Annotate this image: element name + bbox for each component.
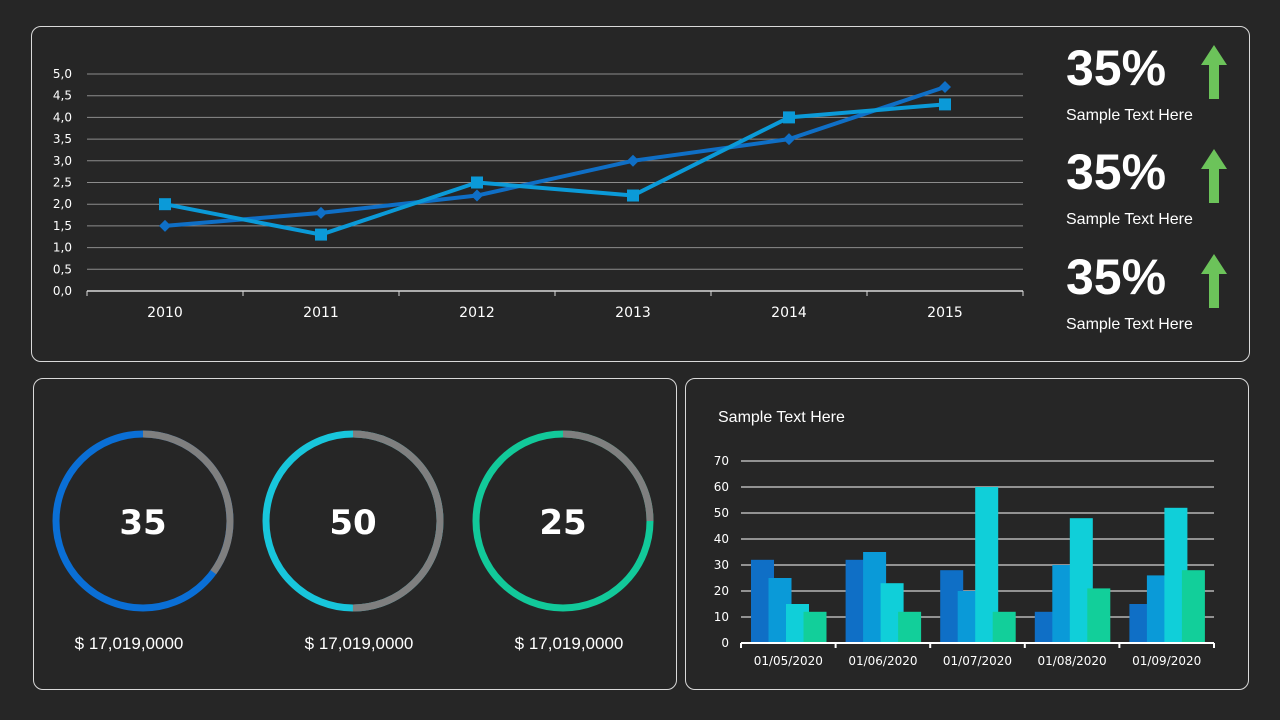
x-tick-label: 2013 <box>615 305 651 321</box>
y-tick-label: 0,5 <box>53 262 72 276</box>
donut-progress <box>52 430 234 612</box>
y-tick-label: 1,5 <box>53 219 72 233</box>
y-tick-label: 5,0 <box>53 67 72 81</box>
donut-progress <box>472 430 654 612</box>
y-tick-label: 3,5 <box>53 132 72 146</box>
bar <box>1069 518 1093 643</box>
line-chart-panel <box>31 26 1250 362</box>
kpi-1: 35% Sample Text Here <box>1066 43 1246 125</box>
y-tick-label: 4,0 <box>53 110 72 124</box>
data-point <box>939 98 951 111</box>
y-tick-label: 2,5 <box>53 176 72 190</box>
kpi-3: 35% Sample Text Here <box>1066 252 1246 334</box>
donut-amount: $ 17,019,0000 <box>304 634 414 653</box>
donut-value: 50 <box>329 503 376 543</box>
bar <box>786 604 809 643</box>
bar <box>898 611 922 643</box>
data-point <box>939 81 951 94</box>
kpi-value: 35% <box>1066 144 1167 200</box>
arrow-up-icon <box>1201 45 1227 99</box>
data-point <box>315 228 327 241</box>
kpi-label: Sample Text Here <box>1066 107 1193 124</box>
y-tick-label: 30 <box>714 558 729 572</box>
bar-chart-title: Sample Text Here <box>718 409 845 426</box>
data-point <box>471 176 483 189</box>
series-line <box>164 102 946 237</box>
y-tick-label: 60 <box>714 480 729 494</box>
donut-progress <box>262 430 444 612</box>
y-tick-label: 0,0 <box>53 284 72 298</box>
kpi-2: 35% Sample Text Here <box>1066 147 1246 229</box>
y-tick-label: 20 <box>714 584 729 598</box>
data-point <box>627 189 639 202</box>
x-tick-label: 01/08/2020 <box>1038 654 1107 668</box>
bar <box>1164 507 1188 643</box>
bar <box>975 487 999 643</box>
bar <box>957 591 981 643</box>
bar <box>845 559 869 643</box>
x-tick-label: 2014 <box>771 305 807 321</box>
bar <box>880 583 904 643</box>
x-tick-label: 2011 <box>303 305 339 321</box>
x-tick-label: 2012 <box>459 305 495 321</box>
bar <box>863 552 887 643</box>
donut-value: 25 <box>539 503 586 543</box>
y-tick-label: 70 <box>714 454 729 468</box>
kpi-label: Sample Text Here <box>1066 316 1193 333</box>
donut-amount: $ 17,019,0000 <box>514 634 624 653</box>
kpi-value: 35% <box>1066 40 1167 96</box>
x-tick-label: 2010 <box>147 305 183 321</box>
donut-amount: $ 17,019,0000 <box>74 634 184 653</box>
x-tick-label: 2015 <box>927 305 963 321</box>
data-point <box>159 198 171 211</box>
x-tick-label: 01/06/2020 <box>848 654 917 668</box>
bar <box>751 559 774 643</box>
donut-panel <box>33 378 677 690</box>
y-tick-label: 3,0 <box>53 154 72 168</box>
y-tick-label: 50 <box>714 506 729 520</box>
x-tick-label: 01/07/2020 <box>943 654 1012 668</box>
kpi-label: Sample Text Here <box>1066 211 1193 228</box>
data-point <box>783 133 795 146</box>
bar <box>768 578 792 643</box>
bar <box>1129 604 1153 643</box>
bar <box>803 611 827 643</box>
y-tick-label: 4,5 <box>53 89 72 103</box>
data-point <box>783 111 795 124</box>
data-point <box>315 206 327 219</box>
y-tick-label: 0 <box>721 636 729 650</box>
kpi-value: 35% <box>1066 249 1167 305</box>
y-tick-label: 2,0 <box>53 197 72 211</box>
bar-chart-panel <box>685 378 1249 690</box>
bar <box>1181 570 1205 643</box>
data-point <box>627 154 639 167</box>
series-line <box>164 85 946 228</box>
y-tick-label: 1,0 <box>53 241 72 255</box>
donut-value: 35 <box>119 503 166 543</box>
bar <box>1034 611 1058 643</box>
data-point <box>471 189 483 202</box>
bar <box>992 611 1016 643</box>
arrow-up-icon <box>1201 254 1227 308</box>
data-point <box>159 219 171 232</box>
bar <box>1052 565 1076 643</box>
y-tick-label: 10 <box>714 610 729 624</box>
bar <box>1146 575 1170 643</box>
bar <box>940 570 964 643</box>
y-tick-label: 40 <box>714 532 729 546</box>
bar <box>1087 588 1111 643</box>
x-tick-label: 01/05/2020 <box>754 654 823 668</box>
arrow-up-icon <box>1201 149 1227 203</box>
x-tick-label: 01/09/2020 <box>1132 654 1201 668</box>
